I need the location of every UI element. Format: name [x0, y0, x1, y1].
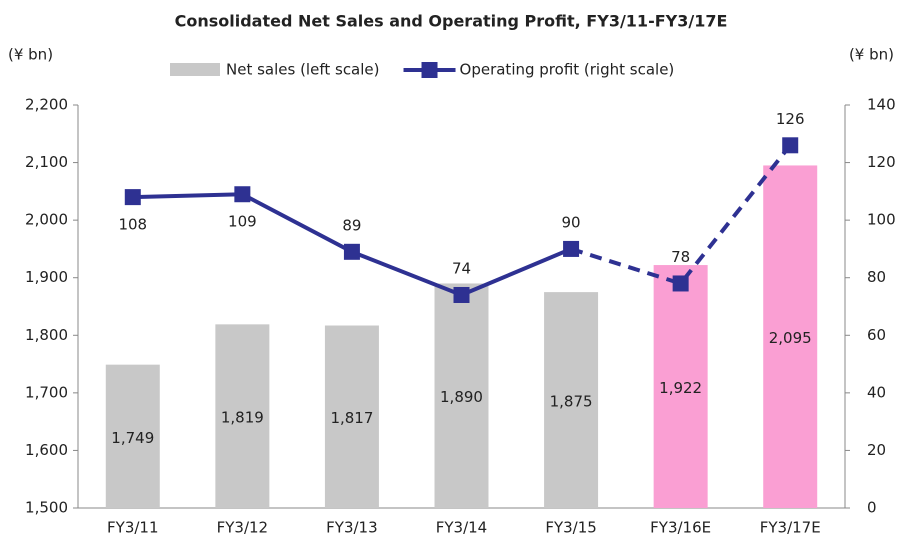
- y-tick-label: 1,800: [25, 326, 68, 344]
- y-tick-label: 2,000: [25, 211, 68, 229]
- y2-tick-label: 40: [867, 383, 886, 401]
- line-marker: [234, 186, 251, 203]
- y-axis-label: (¥ bn): [8, 46, 53, 64]
- y-tick-label: 1,600: [25, 441, 68, 459]
- line-marker: [453, 286, 470, 303]
- bar-value-label: 1,749: [111, 429, 154, 447]
- y-tick-label: 2,200: [25, 96, 68, 114]
- bar: [105, 364, 160, 508]
- y2-axis-label: (¥ bn): [849, 46, 894, 64]
- bar-value-label: 1,922: [659, 379, 702, 397]
- y2-tick-label: 100: [867, 211, 896, 229]
- line-value-label: 90: [562, 213, 581, 231]
- legend-swatch-marker: [421, 62, 438, 78]
- x-tick-label: FY3/11: [107, 519, 158, 537]
- line-value-label: 108: [118, 216, 147, 234]
- line-value-label: 126: [776, 110, 805, 128]
- x-tick-label: FY3/13: [326, 519, 377, 537]
- x-tick-label: FY3/17E: [760, 519, 821, 537]
- legend-label: Net sales (left scale): [226, 61, 380, 79]
- bar: [324, 325, 379, 508]
- y-tick-label: 1,500: [25, 499, 68, 517]
- y2-tick-label: 60: [867, 326, 886, 344]
- bar-value-label: 1,875: [550, 393, 593, 411]
- bar-value-label: 1,817: [330, 409, 373, 427]
- x-tick-label: FY3/16E: [650, 519, 711, 537]
- line-value-label: 109: [228, 213, 257, 231]
- y-tick-label: 1,900: [25, 268, 68, 286]
- bar-value-label: 1,890: [440, 388, 483, 406]
- bar: [215, 324, 270, 508]
- y2-tick-label: 80: [867, 268, 886, 286]
- line-marker: [343, 243, 360, 260]
- line-marker: [124, 189, 141, 206]
- y-tick-label: 1,700: [25, 383, 68, 401]
- line-value-label: 89: [342, 216, 361, 234]
- bar: [434, 283, 489, 508]
- legend-label: Operating profit (right scale): [460, 61, 675, 79]
- y2-tick-label: 0: [867, 499, 877, 517]
- line-value-label: 78: [671, 248, 690, 266]
- line-value-label: 74: [452, 259, 471, 277]
- bar: [653, 265, 708, 508]
- y-tick-label: 2,100: [25, 153, 68, 171]
- chart-title: Consolidated Net Sales and Operating Pro…: [175, 12, 728, 31]
- bar-value-label: 2,095: [769, 329, 812, 347]
- x-tick-label: FY3/14: [436, 519, 487, 537]
- y2-tick-label: 20: [867, 441, 886, 459]
- x-tick-label: FY3/15: [545, 519, 596, 537]
- line-marker: [563, 240, 580, 257]
- legend-swatch: [170, 63, 220, 76]
- line-marker: [782, 137, 799, 154]
- y2-tick-label: 120: [867, 153, 896, 171]
- bar-value-label: 1,819: [221, 409, 264, 427]
- bar: [544, 292, 599, 508]
- line-marker: [672, 275, 689, 292]
- x-tick-label: FY3/12: [217, 519, 268, 537]
- bar: [763, 165, 818, 508]
- y2-tick-label: 140: [867, 96, 896, 114]
